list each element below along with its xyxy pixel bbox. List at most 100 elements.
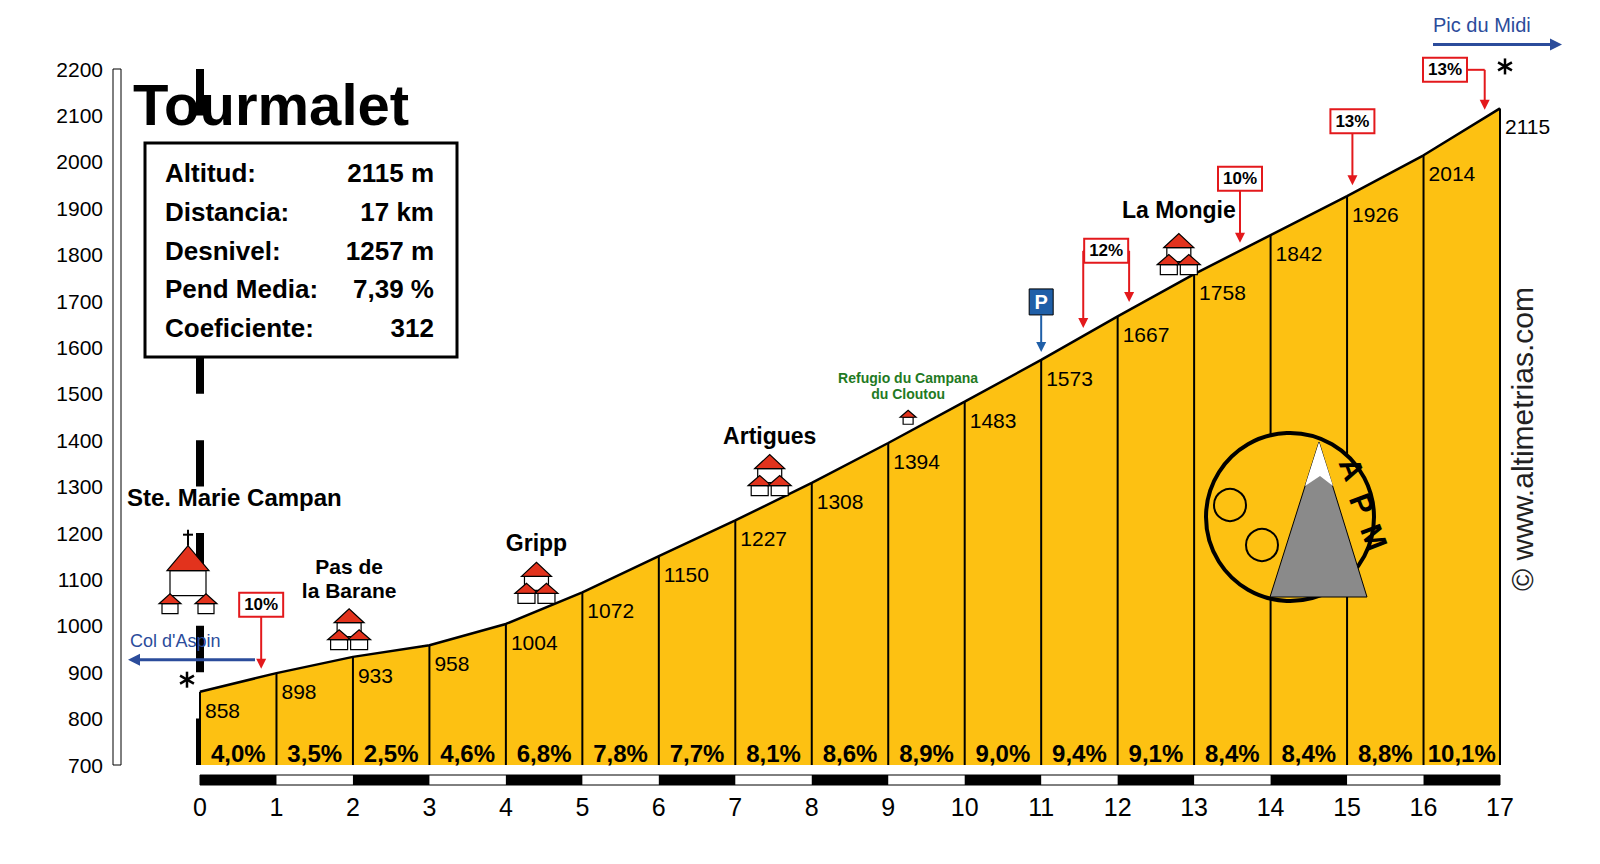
svg-text:13%: 13%: [1335, 112, 1369, 131]
svg-text:900: 900: [68, 661, 103, 684]
svg-text:2,5%: 2,5%: [364, 740, 419, 767]
svg-text:12: 12: [1104, 793, 1132, 821]
svg-text:8,9%: 8,9%: [899, 740, 954, 767]
svg-text:6: 6: [652, 793, 666, 821]
svg-text:Pic du Midi: Pic du Midi: [1433, 14, 1531, 36]
svg-text:1700: 1700: [56, 290, 103, 313]
svg-text:Col d'Aspin: Col d'Aspin: [130, 631, 220, 651]
svg-text:958: 958: [434, 652, 469, 675]
svg-text:10,1%: 10,1%: [1428, 740, 1496, 767]
svg-text:1200: 1200: [56, 522, 103, 545]
svg-text:4,0%: 4,0%: [211, 740, 266, 767]
svg-text:1600: 1600: [56, 336, 103, 359]
svg-text:1800: 1800: [56, 243, 103, 266]
svg-text:A: A: [1333, 453, 1372, 485]
svg-text:4,6%: 4,6%: [440, 740, 495, 767]
svg-text:Pend Media:: Pend Media:: [165, 274, 318, 304]
svg-text:1900: 1900: [56, 197, 103, 220]
svg-text:1072: 1072: [587, 599, 634, 622]
svg-text:1257 m: 1257 m: [346, 236, 434, 266]
svg-text:1100: 1100: [58, 568, 103, 591]
svg-text:312: 312: [391, 313, 434, 343]
svg-text:13: 13: [1180, 793, 1208, 821]
svg-text:1000: 1000: [56, 614, 103, 637]
svg-text:Artigues: Artigues: [723, 423, 816, 449]
svg-text:7,7%: 7,7%: [670, 740, 725, 767]
svg-text:du Cloutou: du Cloutou: [871, 386, 945, 402]
svg-text:7: 7: [728, 793, 742, 821]
svg-text:15: 15: [1333, 793, 1361, 821]
svg-text:3: 3: [422, 793, 436, 821]
svg-text:2115 m: 2115 m: [347, 158, 434, 188]
svg-text:9,0%: 9,0%: [976, 740, 1031, 767]
svg-text:10%: 10%: [1223, 169, 1257, 188]
svg-text:Desnivel:: Desnivel:: [165, 236, 281, 266]
svg-text:6,8%: 6,8%: [517, 740, 572, 767]
svg-text:8,6%: 8,6%: [823, 740, 878, 767]
svg-text:9,4%: 9,4%: [1052, 740, 1107, 767]
svg-text:Coeficiente:: Coeficiente:: [165, 313, 314, 343]
svg-text:8,1%: 8,1%: [746, 740, 801, 767]
svg-text:1483: 1483: [970, 409, 1017, 432]
svg-text:2000: 2000: [56, 150, 103, 173]
svg-text:898: 898: [281, 680, 316, 703]
svg-text:4: 4: [499, 793, 513, 821]
svg-text:1573: 1573: [1046, 367, 1093, 390]
svg-text:8,8%: 8,8%: [1358, 740, 1413, 767]
svg-text:P: P: [1035, 291, 1048, 313]
svg-text:1842: 1842: [1276, 242, 1323, 265]
svg-text:10: 10: [951, 793, 979, 821]
svg-text:7,39 %: 7,39 %: [353, 274, 434, 304]
svg-text:1308: 1308: [817, 490, 864, 513]
svg-text:858: 858: [205, 699, 240, 722]
svg-text:Distancia:: Distancia:: [165, 197, 289, 227]
svg-text:1227: 1227: [740, 527, 787, 550]
svg-text:Ste. Marie Campan: Ste. Marie Campan: [127, 484, 342, 511]
svg-text:0: 0: [193, 793, 207, 821]
svg-text:1758: 1758: [1199, 281, 1246, 304]
svg-text:M: M: [1354, 519, 1394, 554]
svg-text:© www.altimetrias.com: © www.altimetrias.com: [1506, 287, 1539, 591]
svg-text:9,1%: 9,1%: [1129, 740, 1184, 767]
svg-text:17 km: 17 km: [360, 197, 434, 227]
svg-text:1004: 1004: [511, 631, 558, 654]
svg-text:1667: 1667: [1123, 323, 1170, 346]
svg-text:8,4%: 8,4%: [1205, 740, 1260, 767]
svg-text:Altitud:: Altitud:: [165, 158, 256, 188]
svg-text:1926: 1926: [1352, 203, 1399, 226]
svg-text:7,8%: 7,8%: [593, 740, 648, 767]
svg-text:La Mongie: La Mongie: [1122, 197, 1236, 223]
svg-text:14: 14: [1257, 793, 1285, 821]
svg-text:9: 9: [881, 793, 895, 821]
svg-text:Gripp: Gripp: [506, 530, 567, 556]
svg-text:800: 800: [68, 707, 103, 730]
svg-text:2014: 2014: [1429, 162, 1476, 185]
svg-text:5: 5: [575, 793, 589, 821]
svg-text:2100: 2100: [56, 104, 103, 127]
svg-text:2115: 2115: [1505, 115, 1550, 138]
svg-text:933: 933: [358, 664, 393, 687]
svg-text:10%: 10%: [244, 595, 278, 614]
svg-text:11: 11: [1028, 793, 1054, 821]
svg-text:13%: 13%: [1428, 60, 1462, 79]
svg-text:1300: 1300: [56, 475, 103, 498]
svg-text:1394: 1394: [893, 450, 940, 473]
svg-text:3,5%: 3,5%: [287, 740, 342, 767]
svg-text:2200: 2200: [56, 58, 103, 81]
svg-text:8,4%: 8,4%: [1281, 740, 1336, 767]
svg-text:1400: 1400: [56, 429, 103, 452]
svg-text:Pas de: Pas de: [315, 555, 383, 578]
svg-text:Tourmalet: Tourmalet: [133, 72, 409, 137]
svg-text:17: 17: [1486, 793, 1514, 821]
svg-text:la Barane: la Barane: [302, 579, 397, 602]
svg-text:12%: 12%: [1089, 241, 1123, 260]
svg-text:1: 1: [270, 793, 284, 821]
svg-text:1150: 1150: [664, 563, 709, 586]
svg-text:1500: 1500: [56, 382, 103, 405]
svg-text:2: 2: [346, 793, 360, 821]
svg-text:8: 8: [805, 793, 819, 821]
svg-text:Refugio du Campana: Refugio du Campana: [838, 370, 978, 386]
svg-text:700: 700: [68, 754, 103, 777]
svg-text:16: 16: [1410, 793, 1438, 821]
svg-text:P: P: [1343, 489, 1381, 520]
